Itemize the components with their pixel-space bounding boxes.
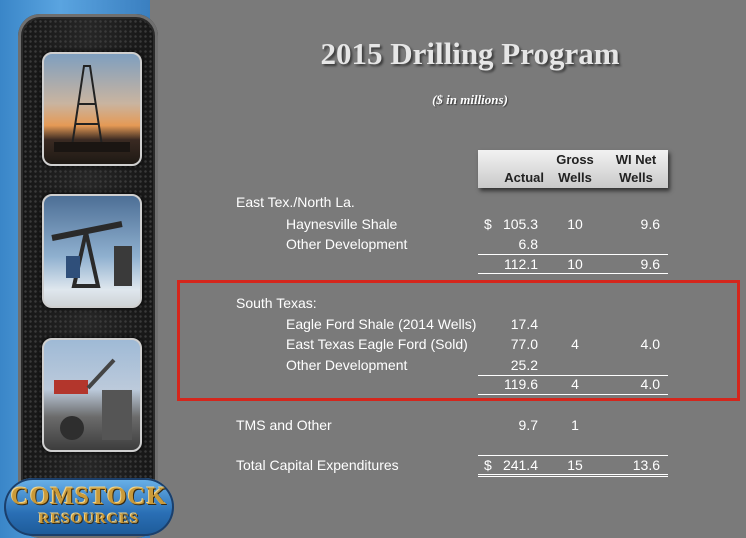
- pumpjack-photo: [42, 194, 142, 308]
- row-et-eagle-label: East Texas Eagle Ford (Sold): [286, 336, 468, 352]
- row-east-total-wi: 9.6: [640, 256, 660, 272]
- row-et-eagle-wi: 4.0: [640, 336, 660, 352]
- row-haynesville-actual: 105.3: [502, 216, 538, 232]
- row-east-total-gross: 10: [567, 256, 583, 272]
- section-south-tex: South Texas:: [236, 295, 317, 311]
- table-header: Actual Gross Wells WI Net Wells: [478, 150, 668, 188]
- row-eagle-ford-actual: 17.4: [510, 316, 538, 332]
- grand-total-rule: [478, 455, 668, 456]
- east-total-underline: [478, 273, 668, 274]
- row-haynesville-label: Haynesville Shale: [286, 216, 398, 232]
- row-east-other-actual: 6.8: [518, 236, 538, 252]
- east-subtotal-rule: [478, 254, 668, 255]
- row-total-label: Total Capital Expenditures: [236, 457, 399, 473]
- row-haynesville-gross: 10: [567, 216, 583, 232]
- row-south-other-label: Other Development: [286, 357, 408, 373]
- comstock-logo: COMSTOCK RESOURCES: [4, 478, 174, 536]
- south-texas-highlight-box: [177, 280, 740, 401]
- section-east-tex: East Tex./North La.: [236, 194, 355, 210]
- grand-total-underline-2: [478, 476, 668, 477]
- south-subtotal-rule: [478, 375, 668, 376]
- grand-total-underline-1: [478, 474, 668, 475]
- row-et-eagle-actual: 77.0: [510, 336, 538, 352]
- drilling-rig-photo: [42, 52, 142, 166]
- page-title: 2015 Drilling Program: [320, 36, 620, 71]
- logo-text-bottom: RESOURCES: [38, 511, 140, 527]
- row-total-actual: 241.4: [502, 457, 538, 473]
- header-actual: Actual: [504, 170, 544, 185]
- row-total-wi: 13.6: [632, 457, 660, 473]
- row-et-eagle-gross: 4: [571, 336, 579, 352]
- header-gross-line1: Gross: [556, 152, 594, 167]
- row-south-total-gross: 4: [571, 376, 579, 392]
- page-subtitle: ($ in millions): [432, 92, 508, 107]
- wellsite-equipment-photo: [42, 338, 142, 452]
- row-east-total-actual: 112.1: [504, 256, 538, 272]
- row-east-other-label: Other Development: [286, 236, 408, 252]
- south-total-underline: [478, 394, 668, 395]
- row-haynesville-wi: 9.6: [640, 216, 660, 232]
- logo-text-top: COMSTOCK: [10, 483, 168, 510]
- header-wi-line2: Wells: [619, 170, 653, 185]
- row-tms-actual: 9.7: [518, 417, 538, 433]
- row-south-total-wi: 4.0: [640, 376, 660, 392]
- row-south-total-actual: 119.6: [504, 376, 538, 392]
- row-haynesville-dollar: $: [484, 216, 492, 232]
- row-tms-label: TMS and Other: [236, 417, 332, 433]
- header-wi-line1: WI Net: [615, 152, 657, 167]
- row-total-dollar: $: [484, 457, 492, 473]
- row-eagle-ford-label: Eagle Ford Shale (2014 Wells): [286, 316, 477, 332]
- row-total-gross: 15: [567, 457, 583, 473]
- row-south-other-actual: 25.2: [510, 357, 538, 373]
- row-tms-gross: 1: [571, 417, 579, 433]
- header-gross-line2: Wells: [558, 170, 592, 185]
